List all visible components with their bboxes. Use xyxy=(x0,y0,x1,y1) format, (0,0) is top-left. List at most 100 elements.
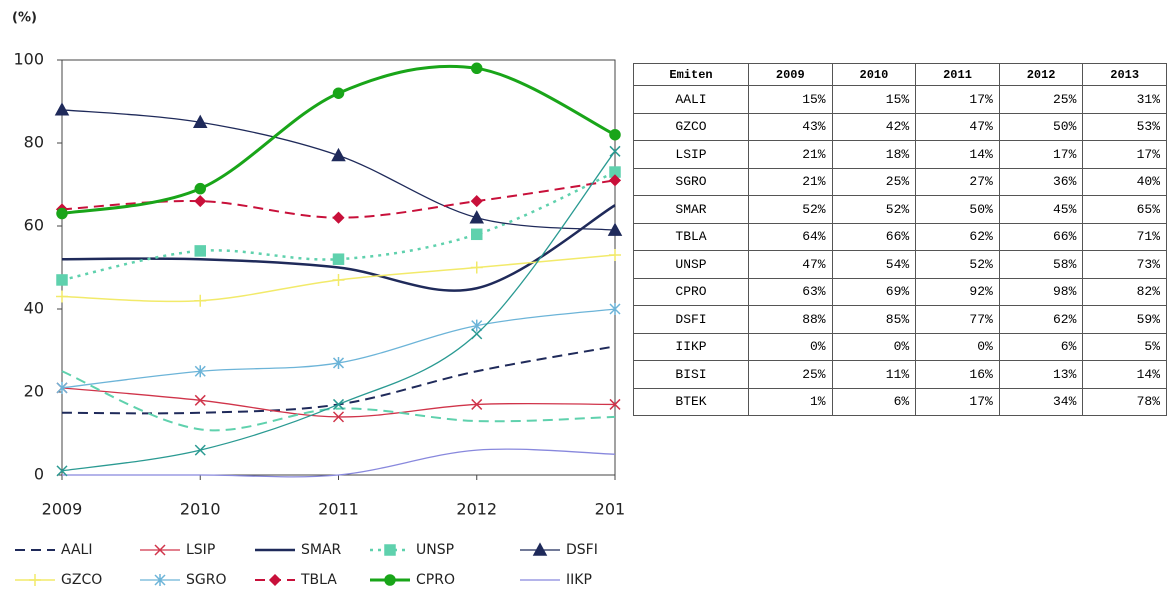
marker xyxy=(332,87,345,99)
table-cell: 54% xyxy=(831,250,917,279)
header-cell: 2013 xyxy=(1082,63,1167,86)
table-cell: 43% xyxy=(748,112,833,141)
table-cell: 73% xyxy=(1082,250,1167,279)
table-row: SMAR 52% 52% 50% 45% 65% xyxy=(632,195,1167,224)
table-cell: 25% xyxy=(998,85,1084,114)
table-cell: 47% xyxy=(748,250,833,279)
table-cell: 18% xyxy=(831,140,917,169)
legend-label: CPRO xyxy=(416,572,455,588)
header-cell: 2010 xyxy=(831,63,917,86)
table-row: BISI 25% 11% 16% 13% 14% xyxy=(632,360,1167,389)
table-row: SGRO 21% 25% 27% 36% 40% xyxy=(632,167,1167,196)
marker xyxy=(471,62,483,75)
legend-label: SGRO xyxy=(186,572,226,588)
marker xyxy=(332,273,345,286)
legend-label: DSFI xyxy=(566,542,598,558)
legend-label: LSIP xyxy=(186,542,215,558)
marker xyxy=(471,228,483,241)
legend-label: GZCO xyxy=(61,572,102,588)
table-row: LSIP 21% 18% 14% 17% 17% xyxy=(632,140,1167,169)
series-line xyxy=(61,204,616,292)
table-cell: 17% xyxy=(915,387,1000,416)
table-cell: 16% xyxy=(915,360,1000,389)
x-tick-label: 2012 xyxy=(456,500,497,519)
x-tick-label: 2011 xyxy=(318,500,359,519)
table-cell: 25% xyxy=(748,360,833,389)
table-cell: 36% xyxy=(998,167,1084,196)
table-cell: 58% xyxy=(998,250,1084,279)
marker xyxy=(470,195,483,208)
marker xyxy=(192,114,208,128)
marker xyxy=(331,147,346,162)
table-cell: 62% xyxy=(915,222,1000,251)
marker xyxy=(471,328,483,340)
table-cell: CPRO xyxy=(632,277,750,306)
table-cell: 15% xyxy=(831,85,917,114)
table-cell: 6% xyxy=(998,332,1084,361)
header-cell: Emiten xyxy=(632,63,750,86)
table-cell: BISI xyxy=(632,360,750,389)
table-cell: 92% xyxy=(915,277,1000,306)
marker xyxy=(609,249,621,262)
marker xyxy=(54,102,70,116)
legend-label: SMAR xyxy=(301,542,342,558)
table-cell: 52% xyxy=(748,195,833,224)
table-cell: 52% xyxy=(831,195,917,224)
table-row: DSFI 88% 85% 77% 62% 59% xyxy=(632,305,1167,334)
series-line xyxy=(61,448,616,478)
table-cell: BTEK xyxy=(632,387,750,416)
table-cell: 50% xyxy=(915,195,1000,224)
table-cell: 62% xyxy=(998,305,1084,334)
table-cell: SMAR xyxy=(632,195,750,224)
marker xyxy=(609,398,621,410)
table-cell: 59% xyxy=(1082,305,1167,334)
table-row: BTEK 1% 6% 17% 34% 78% xyxy=(632,387,1167,416)
marker xyxy=(268,573,282,587)
table-cell: 21% xyxy=(748,167,833,196)
table-cell: 25% xyxy=(831,167,917,196)
table-cell: 17% xyxy=(915,85,1000,114)
table-cell: 5% xyxy=(1082,332,1167,361)
table-cell: TBLA xyxy=(632,222,750,251)
table-cell: DSFI xyxy=(632,305,750,334)
table-cell: 34% xyxy=(998,387,1084,416)
marker xyxy=(609,145,621,157)
marker xyxy=(471,319,483,332)
x-tick-label: 2010 xyxy=(180,500,221,519)
table-cell: 11% xyxy=(831,360,917,389)
marker xyxy=(194,182,206,195)
marker xyxy=(332,356,345,369)
table-row: IIKP 0% 0% 0% 6% 5% xyxy=(632,332,1167,361)
y-tick-label: 0 xyxy=(34,465,44,484)
chart: (%) 0 20 40 60 80 100 2009 2010 2011 2012 2013 AALI… xyxy=(12,11,625,589)
table-row: GZCO 43% 42% 47% 50% 53% xyxy=(632,112,1167,141)
y-tick-label: 80 xyxy=(24,133,44,152)
table-cell: GZCO xyxy=(632,112,750,141)
marker xyxy=(607,222,623,236)
y-tick-label: 60 xyxy=(24,216,44,235)
y-tick-label: 40 xyxy=(24,299,44,318)
marker xyxy=(29,574,41,586)
table-cell: 40% xyxy=(1082,167,1167,196)
table-cell: 0% xyxy=(915,332,1000,361)
table-row: UNSP 47% 54% 52% 58% 73% xyxy=(632,250,1167,279)
table-row: AALI 15% 15% 17% 25% 31% xyxy=(632,85,1167,114)
table-cell: 47% xyxy=(915,112,1000,141)
table-cell: 17% xyxy=(998,140,1084,169)
legend-label: UNSP xyxy=(416,542,454,558)
table-cell: 66% xyxy=(831,222,917,251)
table-cell: UNSP xyxy=(632,250,750,279)
legend-label: TBLA xyxy=(300,572,337,588)
table-cell: 77% xyxy=(915,305,1000,334)
table-row: CPRO 63% 69% 92% 98% 82% xyxy=(632,277,1167,306)
table-cell: LSIP xyxy=(632,140,750,169)
table-cell: 78% xyxy=(1082,387,1167,416)
marker xyxy=(332,211,345,224)
table-row: TBLA 64% 66% 62% 66% 71% xyxy=(632,222,1167,251)
header-cell: 2012 xyxy=(998,63,1084,86)
marker xyxy=(469,210,485,224)
table-cell: 45% xyxy=(998,195,1084,224)
marker xyxy=(194,444,206,456)
table-cell: AALI xyxy=(632,85,750,114)
